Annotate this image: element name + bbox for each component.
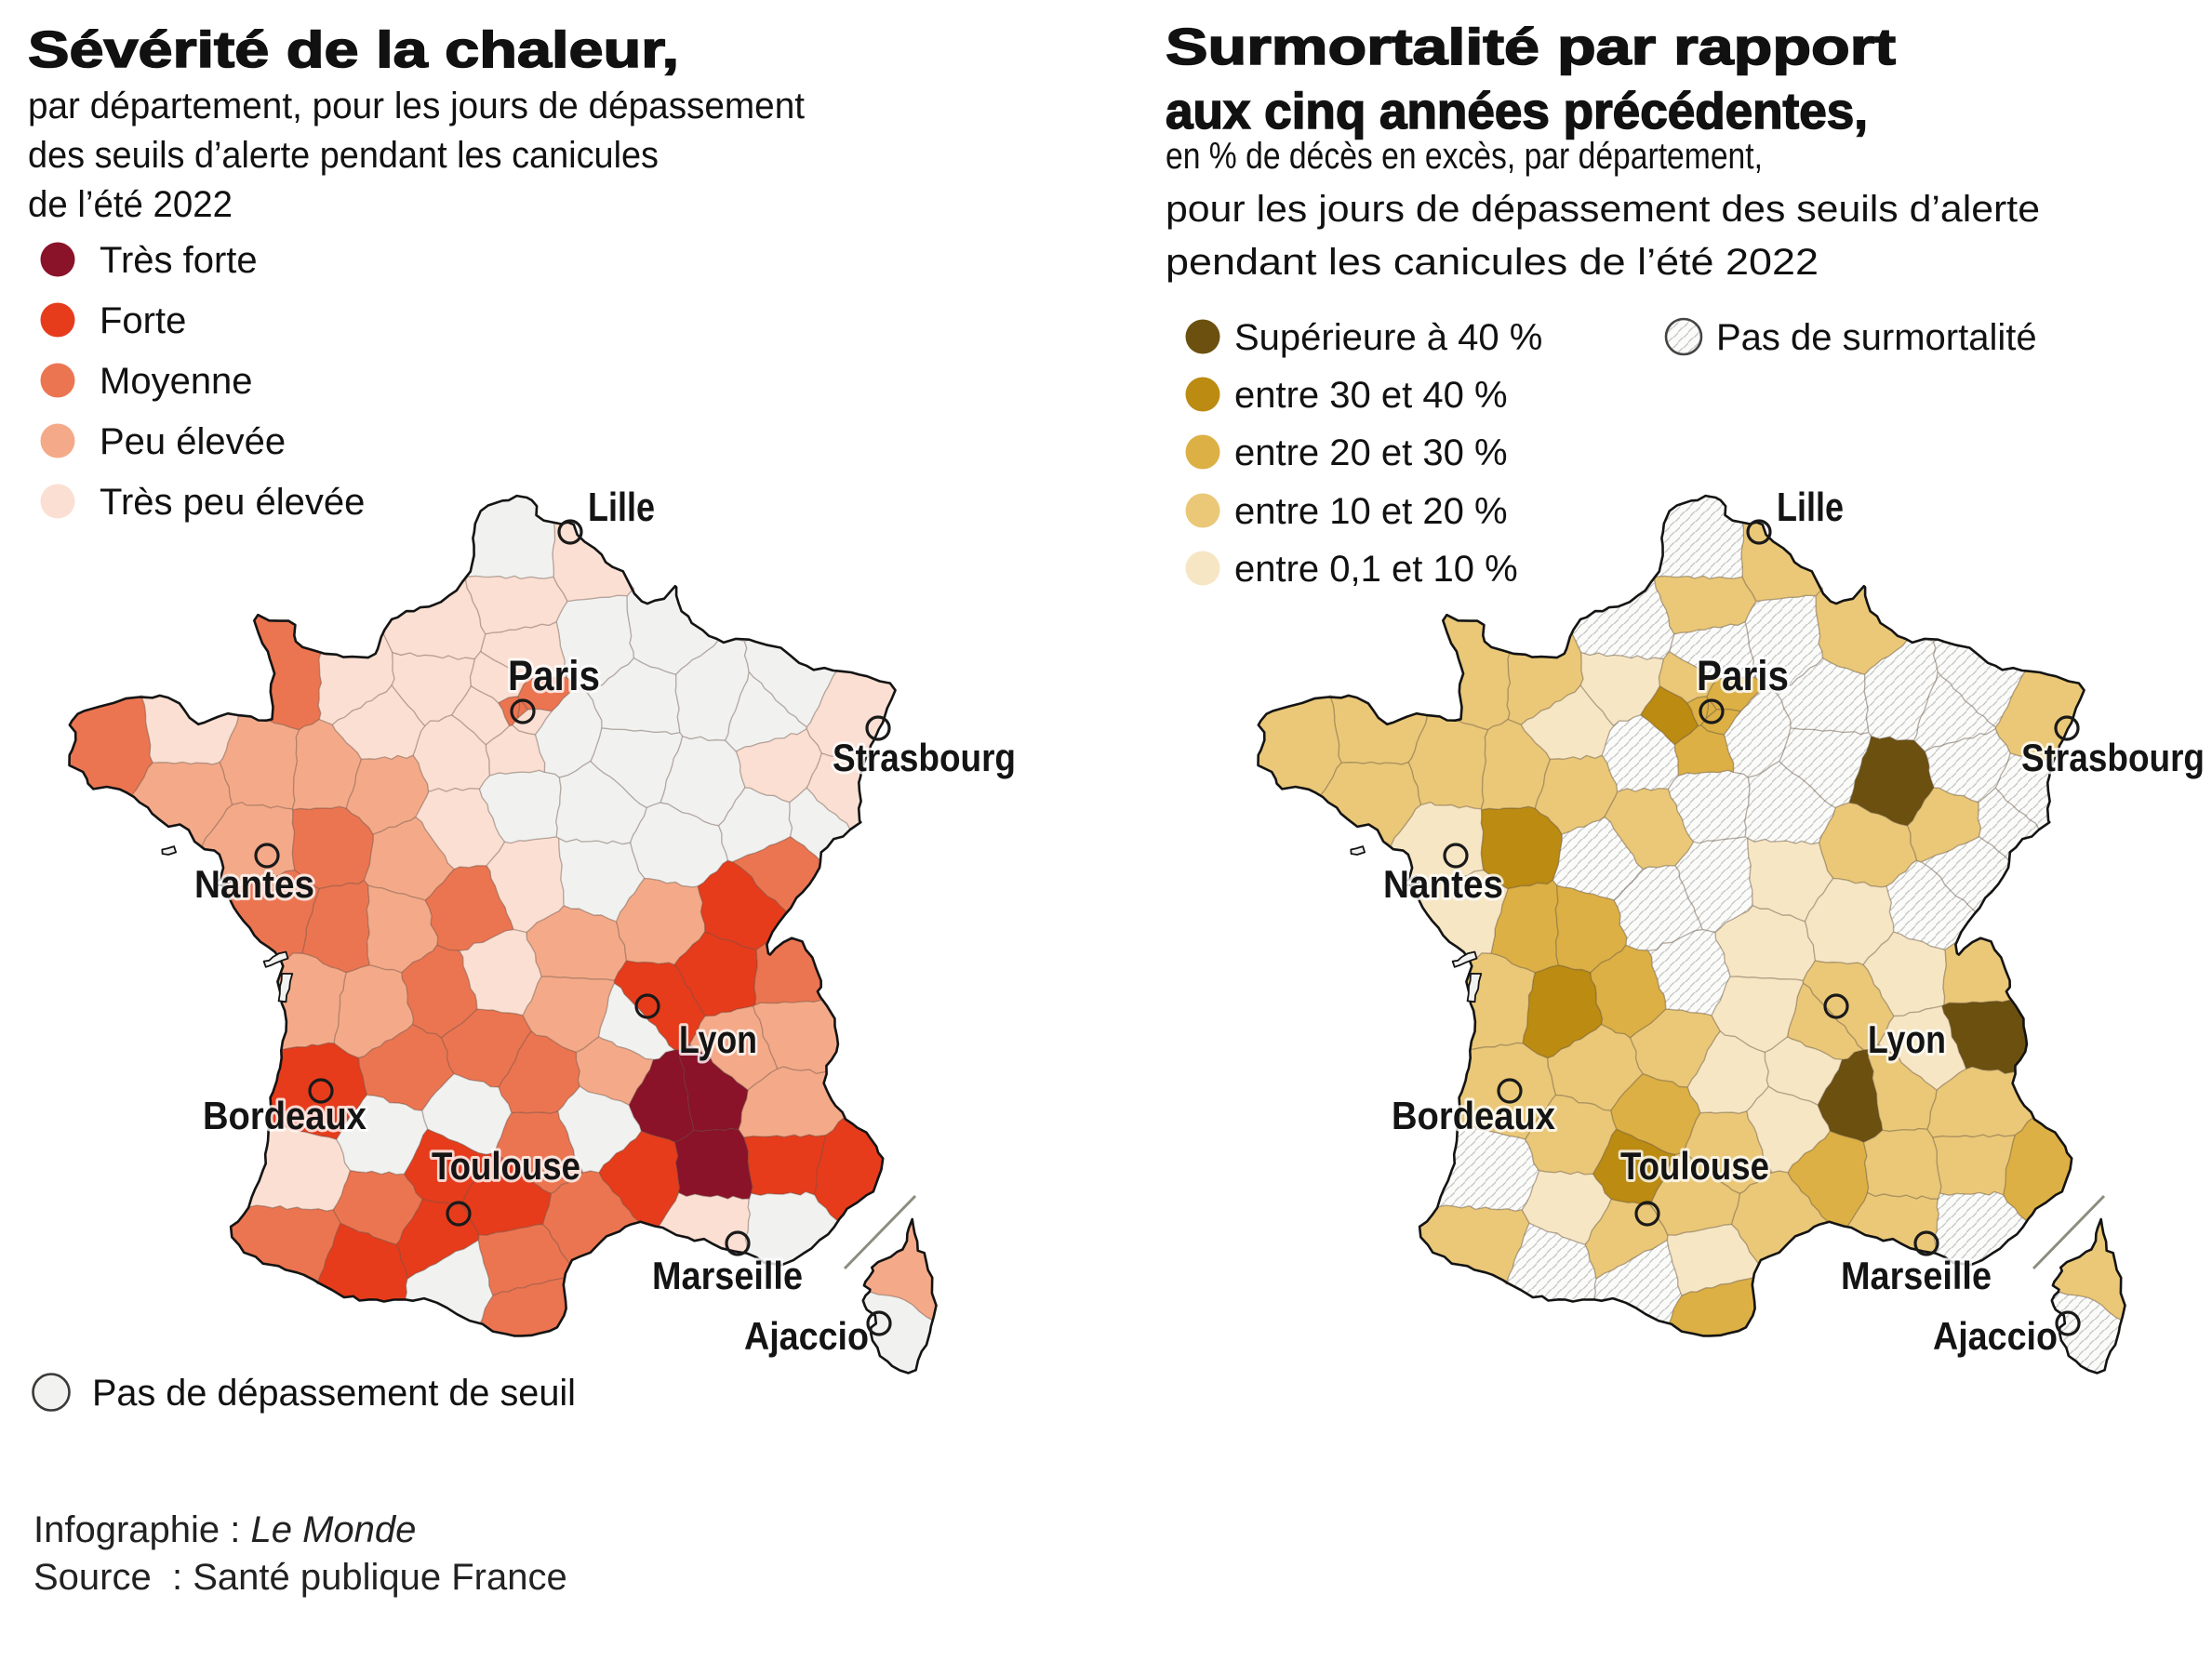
svg-text:en % de décès en excès, par dé: en % de décès en excès, par département, [1166, 136, 1763, 177]
svg-text:Paris: Paris [1697, 652, 1789, 699]
svg-text:pendant les canicules de l’été: pendant les canicules de l’été 2022 [1166, 242, 1819, 283]
svg-text:Source : Santé publique Franc: Source : Santé publique France [33, 1557, 567, 1598]
svg-text:Nantes: Nantes [194, 862, 314, 906]
svg-text:Toulouse: Toulouse [432, 1144, 580, 1188]
svg-text:Lille: Lille [588, 485, 655, 530]
svg-text:Bordeaux: Bordeaux [203, 1094, 367, 1137]
svg-text:Nantes: Nantes [1383, 862, 1503, 906]
svg-text:Lyon: Lyon [679, 1017, 757, 1061]
svg-text:entre 10 et 20 %: entre 10 et 20 % [1234, 491, 1508, 532]
svg-text:Strasbourg: Strasbourg [833, 736, 1016, 779]
svg-text:aux cinq années précédentes,: aux cinq années précédentes, [1166, 82, 1868, 140]
svg-text:Sévérité de la chaleur,: Sévérité de la chaleur, [28, 20, 679, 78]
svg-text:Pas de surmortalité: Pas de surmortalité [1716, 317, 2037, 358]
svg-text:des seuils d’alerte pendant le: des seuils d’alerte pendant les canicule… [28, 135, 659, 176]
svg-text:Lille: Lille [1777, 485, 1844, 530]
svg-text:Très peu élevée: Très peu élevée [100, 482, 365, 523]
svg-text:Très forte: Très forte [100, 240, 258, 281]
svg-text:Paris: Paris [508, 652, 600, 699]
svg-text:entre 20 et 30 %: entre 20 et 30 % [1234, 432, 1508, 473]
svg-text:Peu élevée: Peu élevée [100, 421, 286, 462]
svg-text:Ajaccio: Ajaccio [744, 1314, 869, 1358]
svg-text:Supérieure à 40 %: Supérieure à 40 % [1234, 317, 1542, 358]
svg-text:Lyon: Lyon [1868, 1017, 1946, 1061]
svg-text:Moyenne: Moyenne [100, 361, 253, 402]
svg-text:Strasbourg: Strasbourg [2021, 736, 2205, 779]
svg-text:pour les jours de dépassement: pour les jours de dépassement des seuils… [1166, 189, 2040, 230]
svg-text:Marseille: Marseille [1841, 1254, 1992, 1297]
svg-text:Pas de dépassement de seuil: Pas de dépassement de seuil [92, 1373, 576, 1414]
svg-text:Surmortalité par rapport: Surmortalité par rapport [1166, 18, 1896, 75]
svg-text:Infographie : Le Monde: Infographie : Le Monde [33, 1509, 416, 1550]
svg-text:entre 30 et 40 %: entre 30 et 40 % [1234, 375, 1508, 416]
svg-text:Ajaccio: Ajaccio [1933, 1314, 2058, 1358]
svg-text:Marseille: Marseille [652, 1254, 803, 1297]
svg-text:entre 0,1 et 10 %: entre 0,1 et 10 % [1234, 549, 1518, 590]
svg-text:par département, pour les jour: par département, pour les jours de dépas… [28, 86, 805, 126]
svg-text:Forte: Forte [100, 300, 186, 341]
svg-text:Toulouse: Toulouse [1620, 1144, 1769, 1188]
svg-text:Bordeaux: Bordeaux [1392, 1094, 1556, 1137]
svg-text:de l’été 2022: de l’été 2022 [28, 184, 233, 225]
